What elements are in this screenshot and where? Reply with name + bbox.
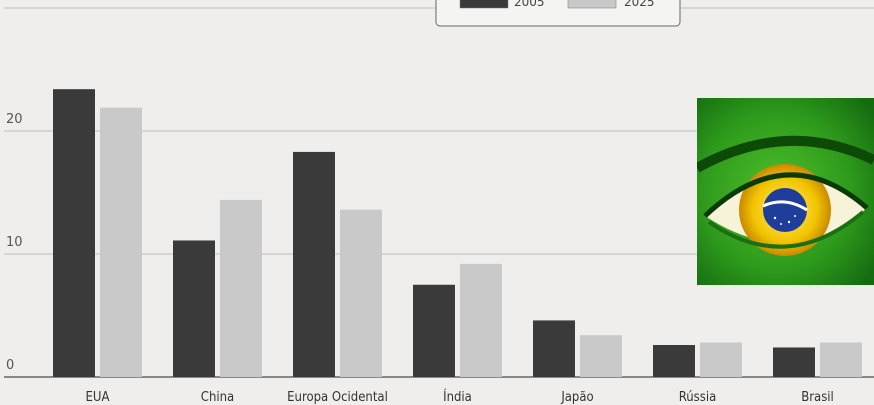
bar-2005-1 [173, 240, 215, 377]
bar-2025-4 [580, 335, 622, 377]
y-tick-label-10: 10 [6, 235, 23, 250]
bars [53, 89, 862, 378]
legend-label-2005: 2005 [514, 0, 545, 9]
legend-swatch-2025 [567, 0, 617, 9]
y-tick-label-30: 30 [6, 0, 23, 4]
x-category-label-2: Europa Ocidental [287, 390, 388, 405]
y-axis-ticks: 0 10 20 30 [6, 0, 23, 373]
bar-2025-0 [100, 107, 142, 377]
x-category-label-0: EUA [86, 390, 110, 405]
y-tick-label-0: 0 [6, 358, 14, 373]
y-tick-label-20: 20 [6, 112, 23, 127]
bar-2025-2 [340, 209, 382, 377]
bar-2005-5 [653, 345, 695, 377]
x-category-label-3: Índia [443, 389, 472, 405]
bar-2005-2 [293, 151, 335, 377]
legend: 2005 2025 [435, 0, 681, 27]
bar-2025-6 [820, 342, 862, 377]
bar-2025-1 [220, 199, 262, 377]
x-axis-labels: EUA China Europa Ocidental Índia Japão Rússia… [86, 389, 834, 405]
x-category-label-4: Japão [560, 390, 593, 405]
x-category-label-6: Brasil [801, 390, 834, 405]
bar-2025-5 [700, 342, 742, 377]
bar-2005-6 [773, 347, 815, 377]
legend-label-2025: 2025 [624, 0, 655, 9]
bar-2005-4 [533, 320, 575, 377]
bar-2005-3 [413, 284, 455, 377]
x-category-label-1: China [201, 390, 234, 405]
brazil-flag-eye-photo [697, 98, 874, 285]
legend-swatch-2005 [459, 0, 509, 9]
bar-2025-3 [460, 263, 502, 377]
x-category-label-5: Rússia [679, 390, 717, 405]
bar-2005-0 [53, 89, 95, 378]
